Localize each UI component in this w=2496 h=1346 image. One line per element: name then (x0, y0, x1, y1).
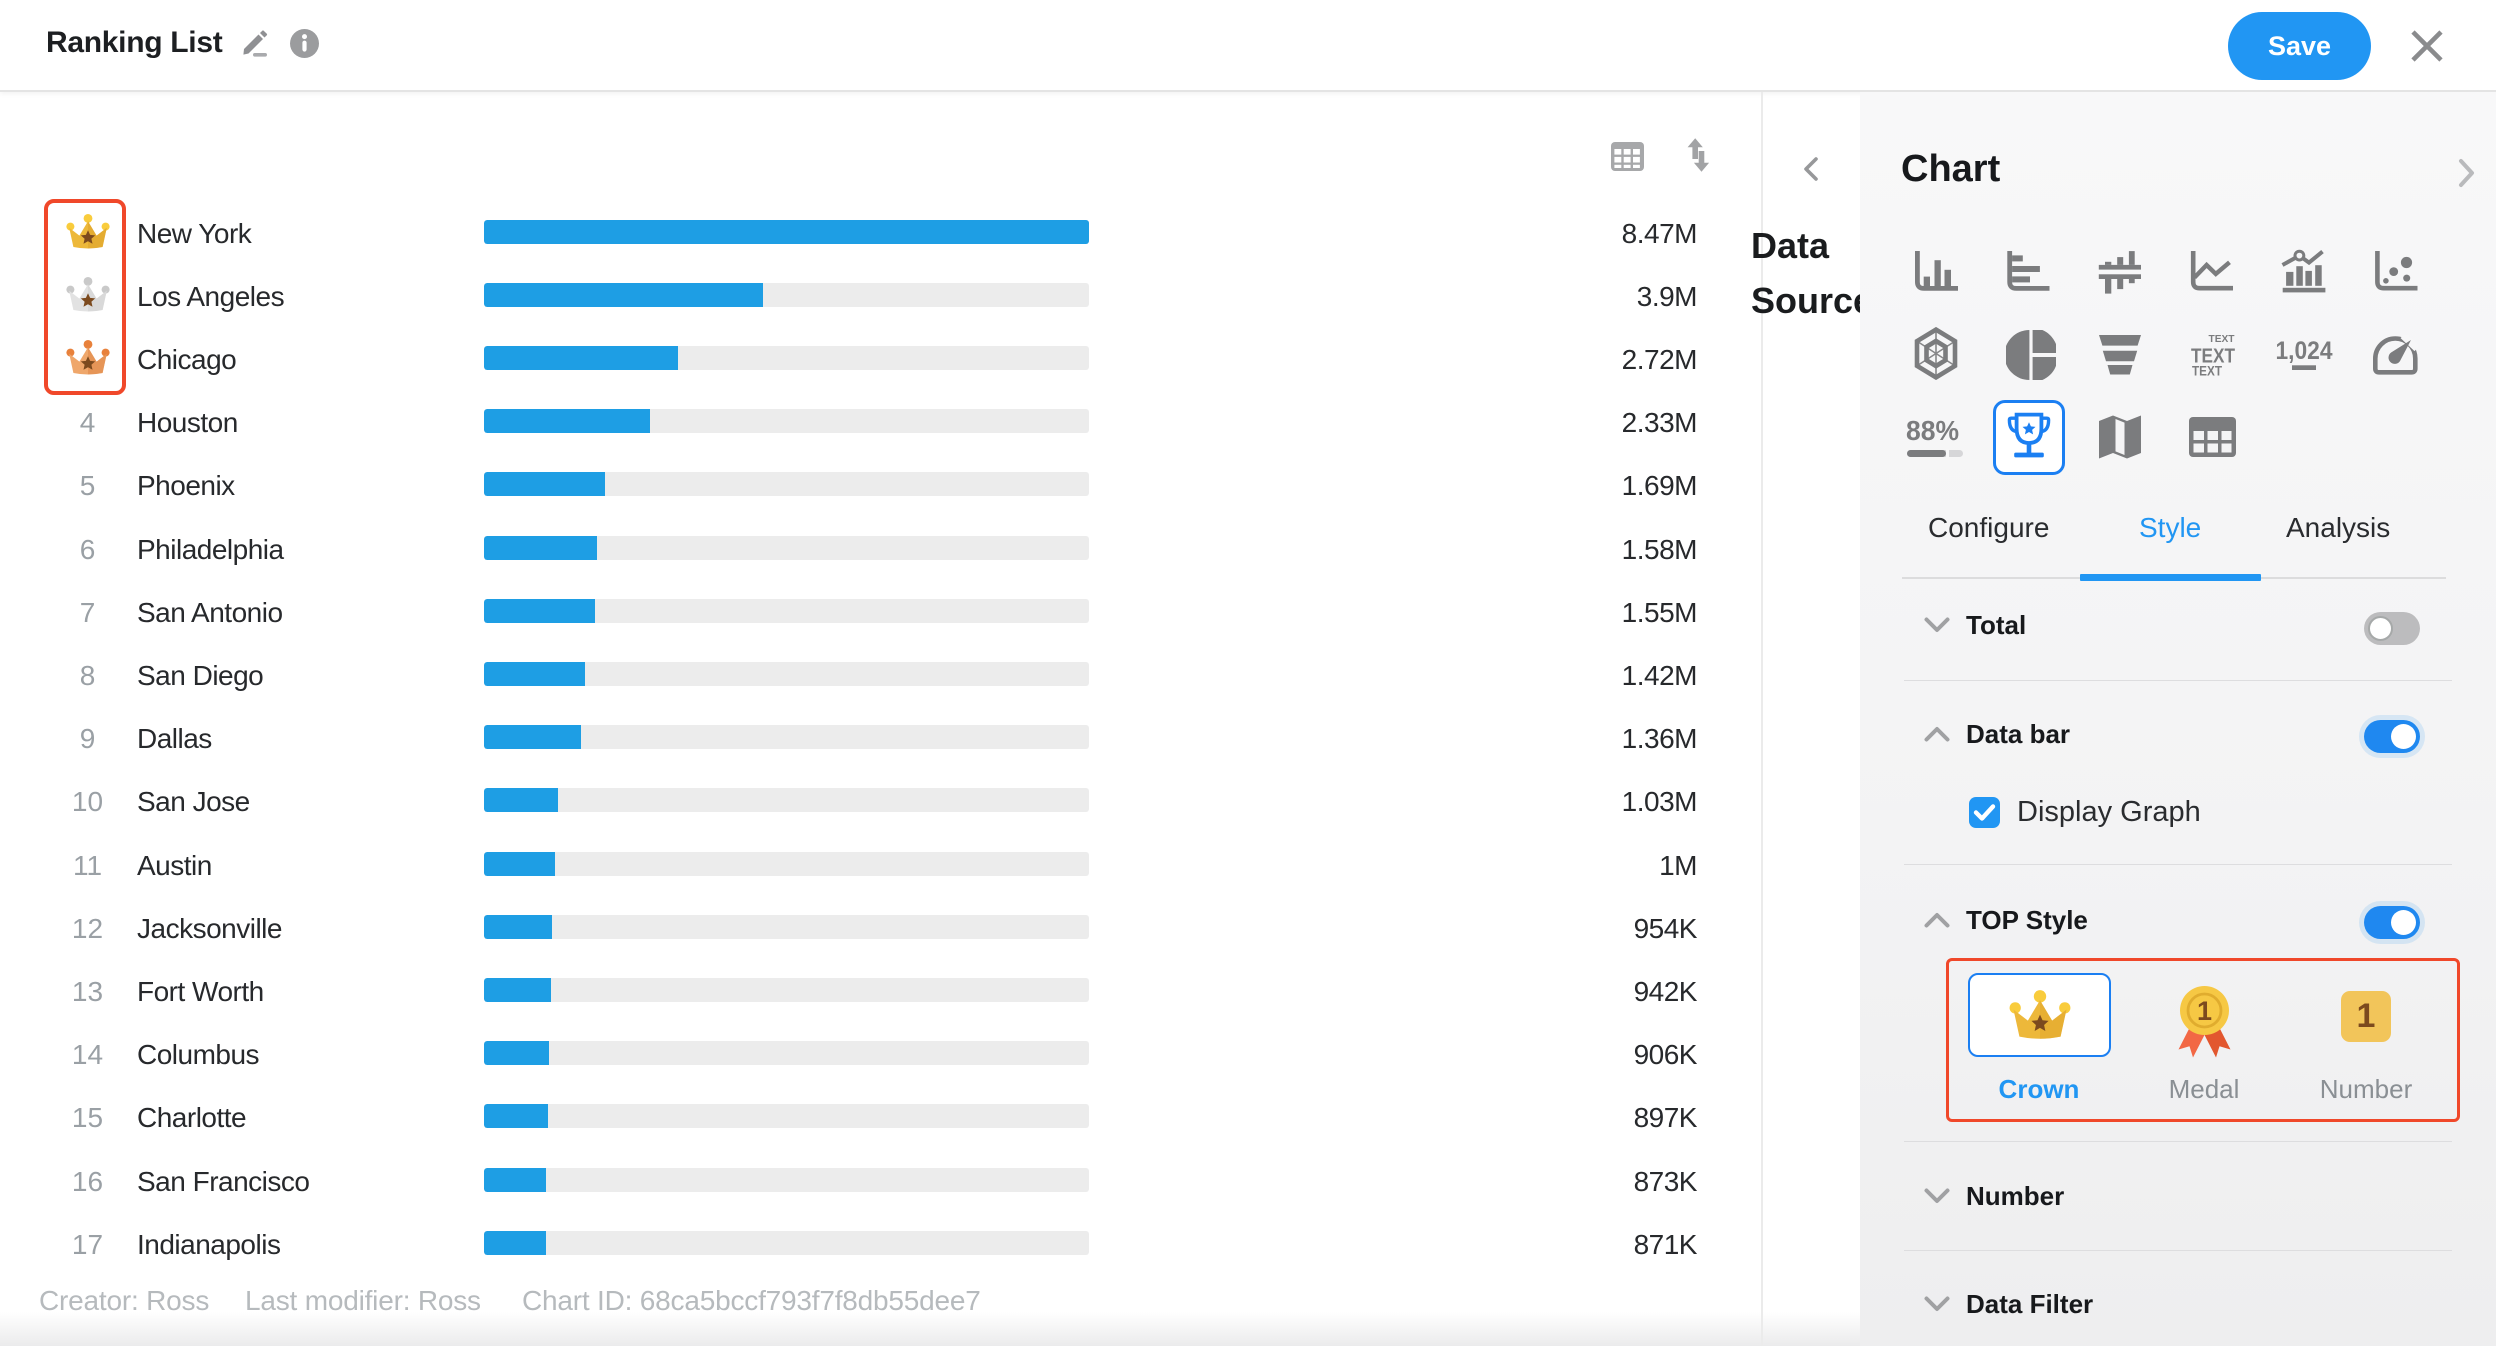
svg-text:TEXT: TEXT (2191, 346, 2235, 368)
svg-text:88%: 88% (1906, 415, 1959, 446)
svg-text:1,024: 1,024 (2276, 337, 2333, 365)
svg-text:1: 1 (2197, 996, 2212, 1026)
svg-text:TEXT: TEXT (2209, 333, 2236, 345)
svg-text:TEXT: TEXT (2192, 363, 2222, 378)
